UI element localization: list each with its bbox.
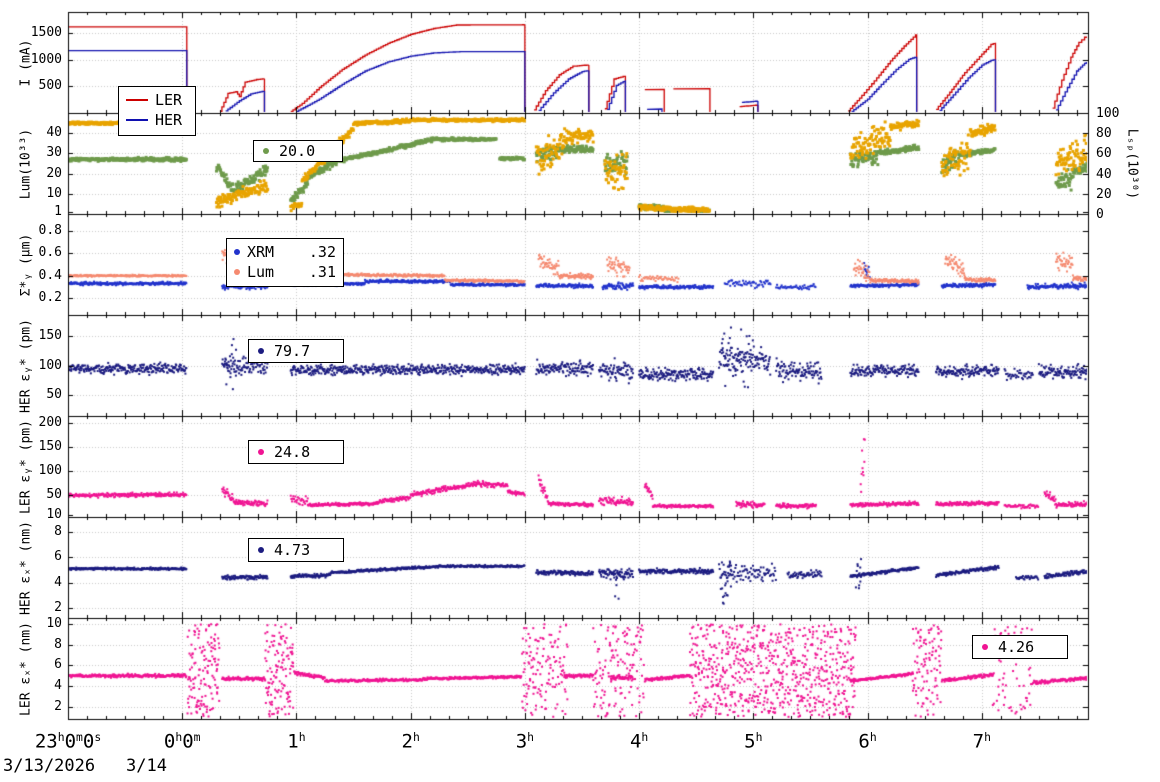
- y-axis-title: HER εₓ* (nm): [18, 520, 34, 615]
- lum-dot-marker: [263, 148, 269, 154]
- ler-eps-x-dot-marker: [982, 644, 988, 650]
- y-axis-title: Lum(10³³): [18, 128, 34, 199]
- y-tick-label: 100: [38, 463, 62, 479]
- y-tick-label: 150: [38, 327, 62, 343]
- her-legend-label: HER: [155, 111, 183, 129]
- ler-eps-y-dot-marker: [258, 449, 264, 455]
- y-tick-label: 30: [46, 145, 62, 161]
- lum-legend-value: 20.0: [279, 142, 316, 160]
- y-tick-label: 10: [46, 185, 62, 201]
- x-tick-label: 7h: [972, 730, 991, 753]
- x-tick-label: 2h: [401, 730, 420, 753]
- right-y-tick-label: 60: [1096, 146, 1112, 162]
- legend-her-eps-y: 79.7: [248, 339, 344, 363]
- x-tick-label: 4h: [629, 730, 649, 753]
- legend-row-ler: LER: [119, 90, 195, 110]
- ler-eps-x-value: 4.26: [998, 638, 1035, 656]
- legend-beam-current: LER HER: [118, 86, 196, 136]
- y-tick-label: 8: [54, 636, 62, 652]
- xrm-legend-value: .32: [308, 243, 336, 261]
- legend-row-lum-sigma: Lum .31: [227, 262, 343, 282]
- y-tick-label: 2: [54, 698, 62, 714]
- lum-sigma-legend-value: .31: [308, 263, 336, 281]
- y-tick-label: 1000: [30, 51, 62, 67]
- ler-line-swatch: [126, 99, 148, 101]
- right-y-tick-label: 100: [1096, 106, 1120, 121]
- her-eps-y-value: 79.7: [274, 342, 311, 360]
- y-tick-label: 1: [54, 203, 62, 219]
- right-y-axis-title: Lₛₚ(10³⁰): [1124, 128, 1140, 199]
- y-tick-label: 6: [54, 549, 62, 565]
- ler-legend-label: LER: [155, 91, 183, 109]
- y-tick-label: 0.8: [38, 222, 62, 238]
- y-tick-label: 10: [46, 616, 62, 632]
- legend-row-her: HER: [119, 110, 195, 130]
- y-tick-label: 4: [54, 574, 62, 590]
- y-tick-label: 0.4: [38, 267, 62, 283]
- right-y-tick-label: 40: [1096, 166, 1112, 182]
- right-y-tick-label: 0: [1096, 207, 1104, 222]
- x-tick-label: 6h: [858, 730, 877, 753]
- y-axis-title: LER εᵧ* (pm): [18, 419, 34, 514]
- x-tick-label: 23h0m0s: [34, 730, 102, 753]
- y-axis-title: I (mA): [18, 39, 34, 86]
- lum-sigma-dot-marker: [234, 269, 240, 275]
- legend-ler-eps-x: 4.26: [972, 635, 1068, 659]
- her-eps-y-dot-marker: [258, 348, 264, 354]
- legend-luminosity: 20.0: [253, 140, 343, 162]
- date-label-start: 3/13/2026: [3, 756, 96, 776]
- x-tick-label: 1h: [287, 730, 306, 753]
- right-y-tick-label: 20: [1096, 186, 1112, 202]
- y-tick-label: 100: [38, 357, 62, 373]
- y-tick-label: 20: [46, 165, 62, 181]
- y-tick-label: 0.6: [38, 245, 62, 261]
- x-tick-label: 3h: [515, 730, 535, 753]
- legend-row-xrm: XRM .32: [227, 242, 343, 262]
- legend-her-eps-x: 4.73: [248, 538, 344, 562]
- y-tick-label: 0.2: [38, 290, 62, 306]
- xrm-legend-label: XRM: [247, 243, 275, 261]
- lum-sigma-legend-label: Lum: [247, 263, 275, 281]
- y-tick-label: 10: [46, 506, 62, 522]
- y-tick-label: 150: [38, 439, 62, 455]
- her-eps-x-dot-marker: [258, 547, 264, 553]
- her-eps-x-value: 4.73: [274, 541, 311, 559]
- x-tick-label: 0h0m: [163, 730, 201, 753]
- y-axis-title: LER εₓ* (nm): [18, 621, 34, 716]
- y-tick-label: 500: [38, 78, 62, 94]
- y-tick-label: 50: [46, 487, 62, 503]
- x-tick-label: 5h: [744, 730, 763, 753]
- date-label-rollover: 3/14: [126, 756, 167, 776]
- y-tick-label: 40: [46, 125, 62, 141]
- y-tick-label: 8: [54, 524, 62, 540]
- y-axis-title: Σ*ᵧ (μm): [18, 233, 34, 296]
- y-tick-label: 50: [46, 387, 62, 403]
- y-axis-title: HER εᵧ* (pm): [18, 318, 34, 413]
- ler-eps-y-value: 24.8: [274, 443, 311, 461]
- legend-ler-eps-y: 24.8: [248, 440, 344, 464]
- y-tick-label: 6: [54, 657, 62, 673]
- y-tick-label: 2: [54, 599, 62, 615]
- y-tick-label: 200: [38, 415, 62, 431]
- her-line-swatch: [126, 119, 148, 121]
- y-tick-label: 4: [54, 678, 62, 694]
- y-tick-label: 1500: [30, 25, 62, 41]
- legend-sigma-y: XRM .32 Lum .31: [226, 238, 344, 287]
- right-y-tick-label: 80: [1096, 126, 1112, 142]
- xrm-dot-marker: [234, 249, 240, 255]
